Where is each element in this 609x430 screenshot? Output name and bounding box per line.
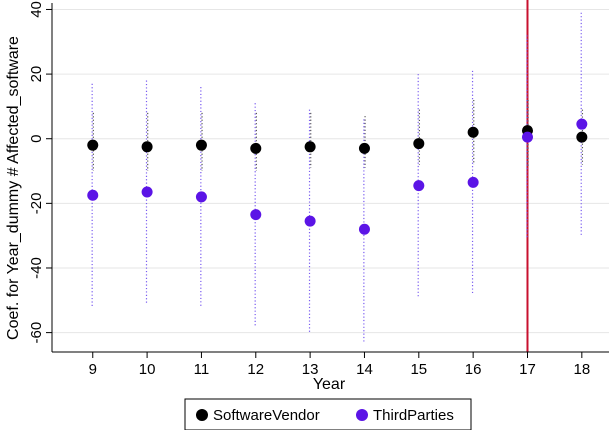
point-thirdparties — [413, 180, 425, 192]
legend-label-thirdparties: ThirdParties — [373, 407, 454, 424]
gridlines — [52, 8, 609, 334]
x-tick-label: 9 — [89, 361, 97, 378]
data-points — [87, 118, 588, 235]
point-softwarevendor — [141, 141, 153, 153]
axes — [46, 3, 609, 358]
x-tick-label: 13 — [302, 361, 319, 378]
x-tick-label: 14 — [356, 361, 373, 378]
y-tick-label: -60 — [28, 322, 45, 344]
point-thirdparties — [304, 215, 316, 227]
legend-box — [184, 398, 472, 430]
point-softwarevendor — [467, 126, 479, 138]
point-thirdparties — [250, 209, 262, 221]
y-tick-labels: 40 20 0 -20 -40 -60 — [28, 1, 45, 343]
legend-marker-thirdparties — [356, 409, 368, 421]
y-tick-label: -20 — [28, 193, 45, 215]
x-tick-labels: 9 10 11 12 13 14 15 16 17 18 — [89, 361, 591, 378]
x-tick-label: 15 — [410, 361, 427, 378]
legend-label-softwarevendor: SoftwareVendor — [213, 407, 320, 424]
x-tick-label: 12 — [247, 361, 264, 378]
point-softwarevendor — [87, 139, 99, 151]
y-tick-label: 20 — [28, 66, 45, 83]
point-softwarevendor — [576, 131, 588, 143]
point-thirdparties — [467, 176, 479, 188]
x-tick-label: 18 — [573, 361, 590, 378]
x-tick-label: 17 — [519, 361, 536, 378]
point-softwarevendor — [250, 142, 262, 154]
point-softwarevendor — [358, 142, 370, 154]
legend-marker-softwarevendor — [196, 409, 208, 421]
y-tick-label: 40 — [28, 1, 45, 18]
point-thirdparties — [576, 118, 588, 130]
point-thirdparties — [195, 191, 207, 203]
point-thirdparties — [521, 131, 533, 143]
legend: SoftwareVendor ThirdParties — [184, 398, 472, 430]
point-softwarevendor — [195, 139, 207, 151]
y-tick-label: -40 — [28, 257, 45, 279]
point-thirdparties — [141, 186, 153, 198]
x-axis-title: Year — [313, 376, 346, 393]
point-thirdparties — [87, 189, 99, 201]
point-softwarevendor — [304, 141, 316, 153]
point-softwarevendor — [413, 138, 425, 150]
x-tick-label: 10 — [139, 361, 156, 378]
x-tick-label: 11 — [194, 361, 210, 378]
point-thirdparties — [358, 223, 370, 235]
y-axis-title: Coef. for Year_dummy # Affected_software — [5, 36, 22, 340]
x-tick-label: 16 — [465, 361, 482, 378]
y-tick-label: 0 — [28, 135, 45, 143]
